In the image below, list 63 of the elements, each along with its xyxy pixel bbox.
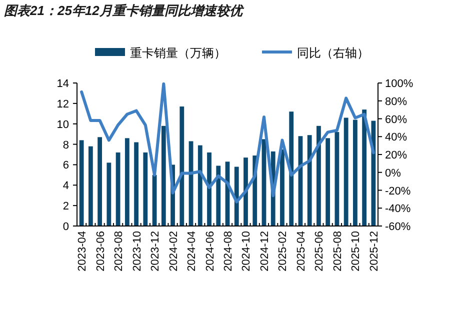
y2-tick-label: 60% (385, 114, 408, 126)
bar (334, 132, 340, 226)
bar (326, 138, 330, 226)
y-tick-label: 6 (62, 160, 69, 172)
y-tick-label: 10 (56, 118, 69, 131)
y-tick-label: 4 (62, 180, 69, 192)
x-tick-label: 2025-02 (277, 231, 290, 272)
y-tick-label: 8 (62, 139, 69, 152)
y-tick-label: 0 (62, 221, 69, 233)
bar (143, 152, 148, 226)
bar (362, 110, 367, 226)
x-tick-label: 2023-06 (94, 231, 107, 272)
x-tick-label: 2024-12 (258, 231, 271, 272)
y2-tick-label: 40% (385, 132, 408, 144)
x-tick-label: 2024-02 (168, 231, 180, 272)
bar (79, 140, 84, 226)
legend-label: 重卡销量（万辆） (130, 46, 226, 60)
x-tick-label: 2023-10 (131, 231, 144, 272)
bar (198, 145, 202, 226)
bar (289, 112, 294, 226)
y2-tick-label: 80% (385, 96, 408, 108)
x-tick-label: 2024-06 (204, 231, 216, 272)
bar (124, 138, 130, 226)
bar (244, 158, 248, 226)
bar (88, 146, 93, 226)
bar (106, 162, 112, 226)
x-tick-label: 2023-08 (113, 231, 126, 272)
legend-label: 同比（右轴） (297, 46, 369, 60)
x-tick-label: 2025-08 (332, 231, 344, 272)
chart-title: 图表21：25年12月重卡销量同比增速较优 (4, 3, 244, 18)
bar (307, 135, 312, 226)
bar (161, 126, 166, 226)
bar (180, 106, 184, 226)
bar (316, 126, 321, 226)
x-tick-label: 2024-04 (186, 231, 198, 272)
bar (98, 137, 102, 226)
x-tick-label: 2025-06 (314, 231, 326, 272)
x-tick-label: 2023-12 (150, 231, 162, 272)
y2-tick-label: 0% (385, 167, 402, 180)
y-tick-label: 14 (56, 78, 69, 90)
y2-tick-label: -60% (385, 221, 411, 233)
x-tick-label: 2024-10 (240, 231, 253, 272)
bar (116, 152, 120, 226)
y2-tick-label: -40% (385, 203, 411, 216)
bar (352, 120, 358, 226)
line-series (80, 82, 375, 204)
bar (134, 142, 138, 226)
bar (207, 152, 212, 226)
bar (371, 120, 376, 226)
x-tick-label: 2025-12 (368, 231, 380, 272)
y-tick-label: 12 (56, 98, 69, 110)
bar (344, 118, 348, 226)
y2-tick-label: 20% (385, 150, 408, 162)
bar (216, 166, 221, 226)
x-tick-label: 2024-08 (222, 231, 234, 272)
x-tick-label: 2023-04 (76, 231, 89, 272)
y2-tick-label: -20% (385, 185, 411, 198)
y2-tick-label: 100% (385, 78, 414, 90)
bar (234, 166, 239, 226)
x-tick-label: 2025-10 (350, 231, 362, 272)
bar (280, 149, 284, 226)
x-tick-label: 2025-04 (295, 231, 308, 272)
y-tick-label: 2 (62, 200, 69, 213)
